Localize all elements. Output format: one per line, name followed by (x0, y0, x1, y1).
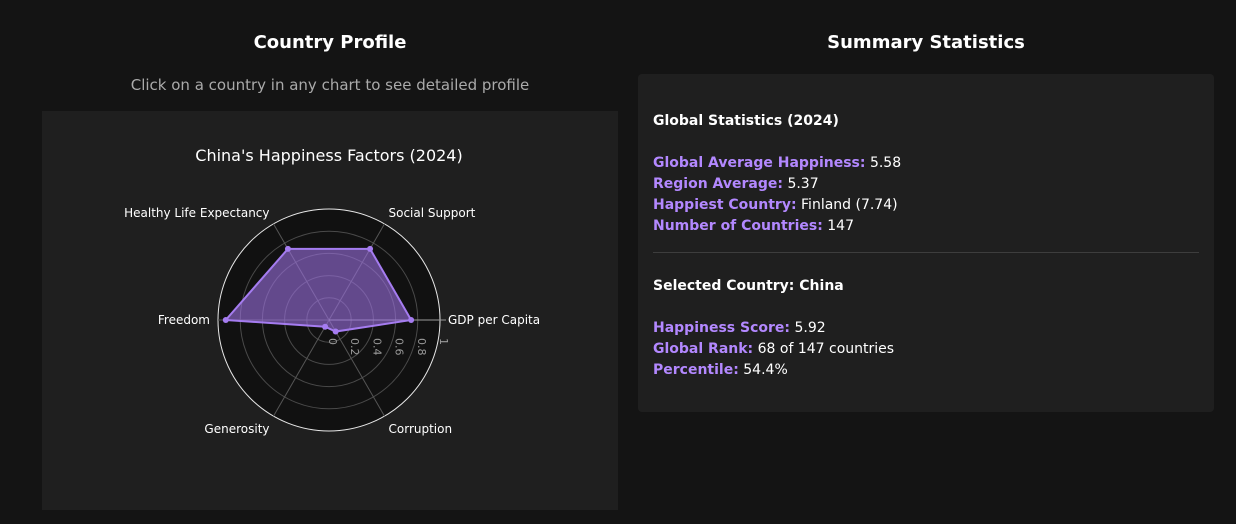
stat-value: 5.58 (869, 155, 902, 171)
radial-tick-label: 0.6 (393, 338, 406, 356)
axis-label: Freedom (158, 313, 210, 327)
axis-label: GDP per Capita (448, 313, 540, 327)
stat-region-average: Region Average: 5.37 (653, 176, 819, 192)
stat-global-average: Global Average Happiness: 5.58 (653, 155, 901, 171)
stat-happiness-score: Happiness Score: 5.92 (653, 320, 826, 336)
radial-tick-label: 0.8 (415, 338, 428, 356)
country-profile-title: Country Profile (253, 32, 407, 53)
angular-gridline (273, 319, 330, 417)
radial-tick-label: 0.2 (348, 338, 361, 356)
axis-label: Corruption (389, 422, 453, 436)
stat-happiest-country: Happiest Country: Finland (7.74) (653, 197, 898, 213)
radar-chart-panel[interactable]: China's Happiness Factors (2024) 0 0.2 0.4 0… (42, 111, 618, 510)
axis-label: Healthy Life Expectancy (124, 206, 269, 220)
data-point (222, 317, 229, 323)
data-point (284, 245, 291, 252)
stat-value: 68 of 147 countries (757, 341, 895, 357)
radial-tick-label: 0.4 (370, 338, 383, 356)
stat-value: Finland (7.74) (801, 197, 898, 213)
radial-tick-label: 1 (437, 338, 450, 345)
stat-label: Global Average Happiness: (653, 155, 866, 171)
radial-tick-label: 0 (326, 338, 339, 345)
summary-statistics-title: Summary Statistics (827, 32, 1025, 53)
chart-title: China's Happiness Factors (2024) (195, 146, 462, 165)
stat-value: 5.92 (794, 320, 826, 336)
section-divider (653, 252, 1199, 253)
stat-global-rank: Global Rank: 68 of 147 countries (653, 341, 894, 357)
data-point (332, 328, 339, 335)
profile-instruction: Click on a country in any chart to see d… (130, 76, 530, 94)
data-point (408, 317, 415, 323)
stat-label: Happiness Score: (653, 320, 791, 336)
selected-country-heading: Selected Country: China (653, 278, 844, 294)
stat-value: 5.37 (787, 176, 819, 192)
stat-value: 147 (827, 218, 854, 234)
axis-label: Social Support (389, 206, 476, 220)
stat-percentile: Percentile: 54.4% (653, 362, 788, 378)
stat-label: Number of Countries: (653, 218, 823, 234)
stat-number-of-countries: Number of Countries: 147 (653, 218, 854, 234)
stat-label: Percentile: (653, 362, 739, 378)
data-point (322, 323, 329, 330)
axis-label: Generosity (204, 422, 269, 436)
stat-label: Global Rank: (653, 341, 754, 357)
stat-label: Happiest Country: (653, 197, 797, 213)
stat-label: Region Average: (653, 176, 783, 192)
radar-chart[interactable]: China's Happiness Factors (2024) 0 0.2 0.4 0… (42, 111, 618, 510)
stat-value: 54.4% (743, 362, 788, 378)
global-stats-heading: Global Statistics (2024) (653, 113, 839, 129)
angular-gridline (328, 319, 385, 417)
summary-statistics-panel: Global Statistics (2024) Global Average … (638, 74, 1214, 412)
data-point (367, 245, 374, 252)
